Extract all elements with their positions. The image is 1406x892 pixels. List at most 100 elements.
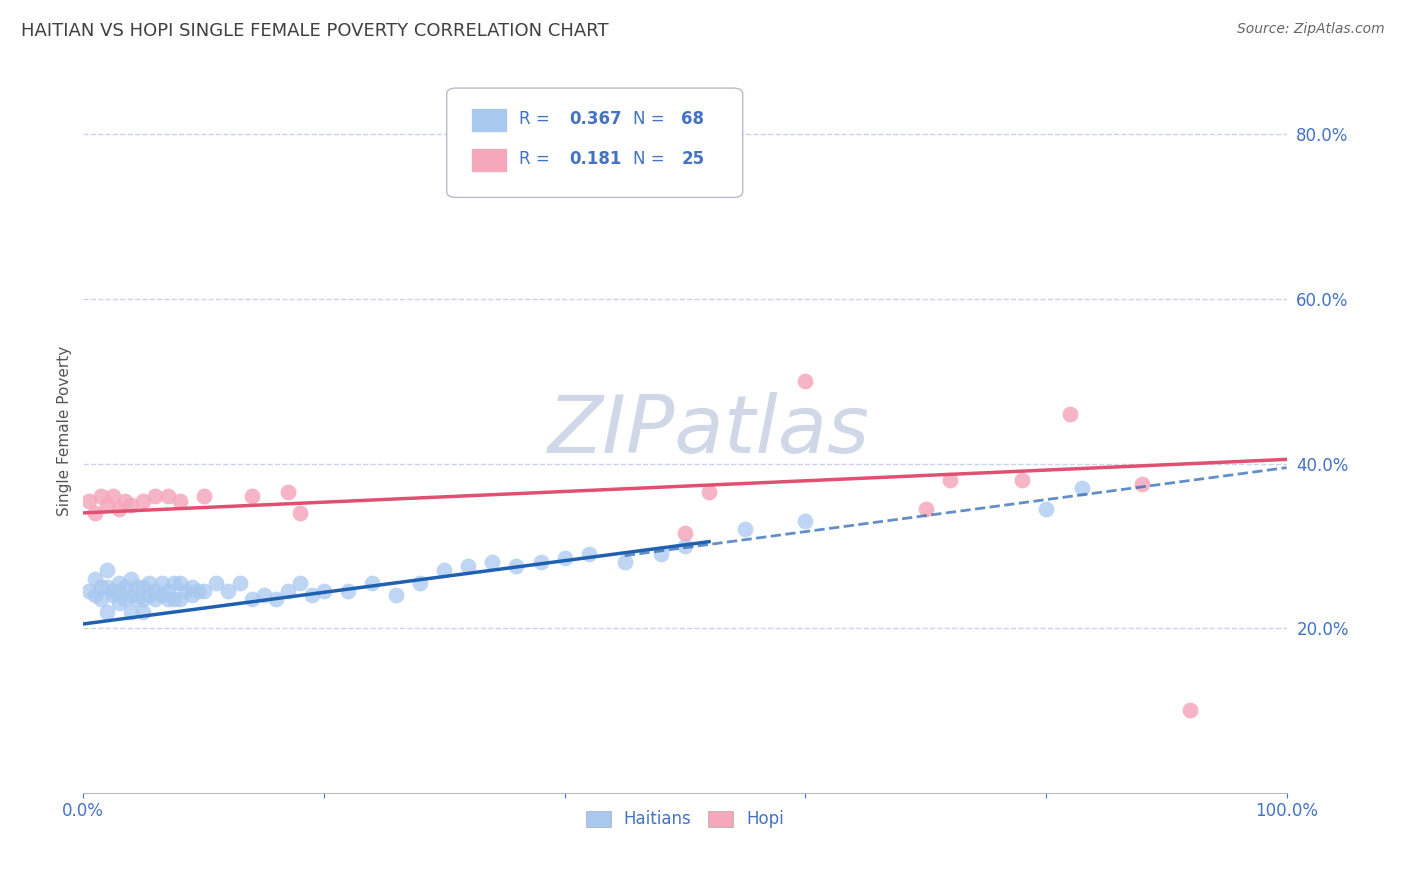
Point [138, 575, 160, 590]
Point [103, 588, 125, 602]
Point [1180, 703, 1202, 717]
Point [120, 572, 142, 586]
Text: Source: ZipAtlas.com: Source: ZipAtlas.com [1237, 22, 1385, 37]
Point [138, 588, 160, 602]
Y-axis label: Single Female Poverty: Single Female Poverty [58, 345, 72, 516]
Point [312, 584, 335, 599]
Point [96, 605, 118, 619]
Point [169, 575, 191, 590]
Point [697, 485, 720, 500]
Point [288, 575, 311, 590]
Point [301, 588, 323, 602]
Point [180, 588, 202, 602]
Point [132, 493, 155, 508]
Point [204, 575, 226, 590]
Point [673, 526, 696, 541]
Point [174, 584, 197, 599]
Point [169, 493, 191, 508]
Point [108, 575, 131, 590]
Point [145, 490, 167, 504]
Point [529, 555, 551, 569]
Point [79, 584, 101, 599]
Point [96, 564, 118, 578]
Point [409, 575, 432, 590]
Point [90, 490, 112, 504]
FancyBboxPatch shape [447, 88, 742, 197]
Point [361, 575, 384, 590]
Point [673, 539, 696, 553]
Point [578, 547, 600, 561]
Text: N =: N = [633, 111, 671, 128]
Point [288, 506, 311, 520]
Text: HAITIAN VS HOPI SINGLE FEMALE POVERTY CORRELATION CHART: HAITIAN VS HOPI SINGLE FEMALE POVERTY CO… [21, 22, 609, 40]
Point [103, 584, 125, 599]
Point [120, 605, 142, 619]
Point [734, 522, 756, 536]
Point [187, 584, 209, 599]
Point [914, 501, 936, 516]
Point [162, 592, 184, 607]
Point [433, 564, 456, 578]
Point [613, 555, 636, 569]
Point [120, 498, 142, 512]
Point [90, 592, 112, 607]
Text: R =: R = [519, 150, 560, 168]
Point [114, 580, 136, 594]
Point [150, 575, 173, 590]
Point [253, 588, 276, 602]
Text: ZIPatlas: ZIPatlas [548, 392, 870, 469]
Point [90, 580, 112, 594]
Point [156, 584, 179, 599]
Point [169, 592, 191, 607]
Point [84, 572, 107, 586]
Point [505, 559, 527, 574]
Point [193, 490, 215, 504]
Point [180, 580, 202, 594]
Point [794, 514, 817, 528]
Point [1071, 481, 1094, 495]
Text: 0.181: 0.181 [569, 150, 621, 168]
Legend: Haitians, Hopi: Haitians, Hopi [579, 804, 792, 835]
Point [150, 588, 173, 602]
Point [1059, 407, 1081, 421]
Point [554, 551, 576, 566]
Point [145, 592, 167, 607]
Point [385, 588, 408, 602]
Point [127, 592, 149, 607]
Point [84, 506, 107, 520]
Point [108, 596, 131, 610]
FancyBboxPatch shape [471, 148, 506, 172]
Point [108, 501, 131, 516]
Point [228, 575, 250, 590]
Point [120, 588, 142, 602]
Point [84, 588, 107, 602]
Text: R =: R = [519, 111, 555, 128]
Point [240, 592, 263, 607]
Point [114, 592, 136, 607]
Point [156, 592, 179, 607]
Point [79, 493, 101, 508]
Point [193, 584, 215, 599]
Point [114, 493, 136, 508]
Text: 0.367: 0.367 [569, 111, 621, 128]
Point [127, 580, 149, 594]
Point [132, 605, 155, 619]
Text: 25: 25 [682, 150, 704, 168]
Text: N =: N = [633, 150, 671, 168]
Point [277, 584, 299, 599]
Point [96, 580, 118, 594]
Point [145, 584, 167, 599]
Point [1035, 501, 1057, 516]
Text: 68: 68 [682, 111, 704, 128]
Point [132, 592, 155, 607]
Point [277, 485, 299, 500]
Point [794, 374, 817, 388]
Point [103, 490, 125, 504]
Point [1011, 473, 1033, 487]
Point [132, 580, 155, 594]
Point [938, 473, 960, 487]
Point [1130, 477, 1153, 491]
Point [457, 559, 479, 574]
Point [96, 498, 118, 512]
Point [156, 490, 179, 504]
